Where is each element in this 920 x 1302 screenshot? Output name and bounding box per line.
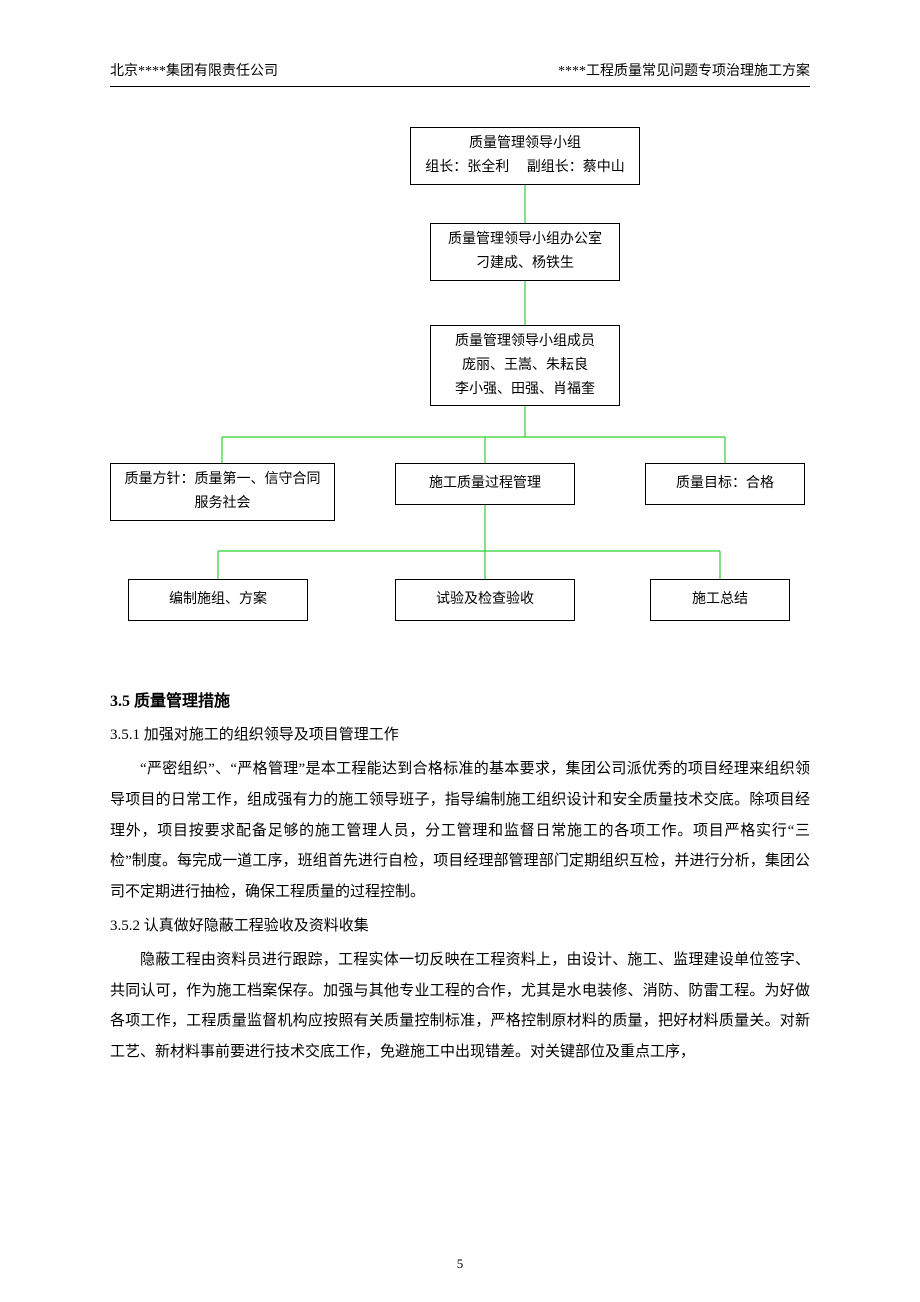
node-line: 庞丽、王嵩、朱耘良 [462, 354, 588, 378]
node-line: 质量目标：合格 [676, 472, 774, 496]
header-left: 北京****集团有限责任公司 [110, 60, 278, 80]
node-summary: 施工总结 [650, 579, 790, 621]
node-line: 质量管理领导小组成员 [455, 330, 595, 354]
running-header: 北京****集团有限责任公司 ****工程质量常见问题专项治理施工方案 [110, 60, 810, 87]
document-page: 北京****集团有限责任公司 ****工程质量常见问题专项治理施工方案 质量管理… [0, 0, 920, 1302]
node-line: 质量方针：质量第一、信守合同 [125, 468, 321, 492]
node-line: 施工总结 [692, 588, 748, 612]
section-3-5-2-title: 3.5.2 认真做好隐蔽工程验收及资料收集 [110, 914, 810, 935]
section-3-5-1-title: 3.5.1 加强对施工的组织领导及项目管理工作 [110, 723, 810, 744]
node-line: 施工质量过程管理 [429, 472, 541, 496]
node-line: 组长：张全利 副组长：蔡中山 [425, 156, 625, 180]
header-right: ****工程质量常见问题专项治理施工方案 [558, 60, 810, 80]
node-office: 质量管理领导小组办公室 刁建成、杨铁生 [430, 223, 620, 281]
node-line: 编制施组、方案 [169, 588, 267, 612]
node-line: 李小强、田强、肖福奎 [455, 378, 595, 402]
section-3-5-1-body: “严密组织”、“严格管理”是本工程能达到合格标准的基本要求，集团公司派优秀的项目… [110, 754, 810, 908]
node-test-accept: 试验及检查验收 [395, 579, 575, 621]
node-line: 质量管理领导小组 [469, 132, 581, 156]
node-line: 刁建成、杨铁生 [476, 252, 574, 276]
section-3-5-2-body: 隐蔽工程由资料员进行跟踪，工程实体一切反映在工程资料上，由设计、施工、监理建设单… [110, 945, 810, 1068]
node-quality-policy: 质量方针：质量第一、信守合同 服务社会 [110, 463, 335, 521]
node-process-mgmt: 施工质量过程管理 [395, 463, 575, 505]
node-members: 质量管理领导小组成员 庞丽、王嵩、朱耘良 李小强、田强、肖福奎 [430, 325, 620, 406]
node-line: 质量管理领导小组办公室 [448, 228, 602, 252]
page-number: 5 [0, 1256, 920, 1272]
org-flowchart: 质量管理领导小组 组长：张全利 副组长：蔡中山 质量管理领导小组办公室 刁建成、… [110, 127, 810, 657]
node-leadership-group: 质量管理领导小组 组长：张全利 副组长：蔡中山 [410, 127, 640, 185]
node-line: 试验及检查验收 [436, 588, 534, 612]
node-compile-plan: 编制施组、方案 [128, 579, 308, 621]
section-3-5-title: 3.5 质量管理措施 [110, 687, 810, 711]
node-quality-target: 质量目标：合格 [645, 463, 805, 505]
node-line: 服务社会 [195, 492, 251, 516]
